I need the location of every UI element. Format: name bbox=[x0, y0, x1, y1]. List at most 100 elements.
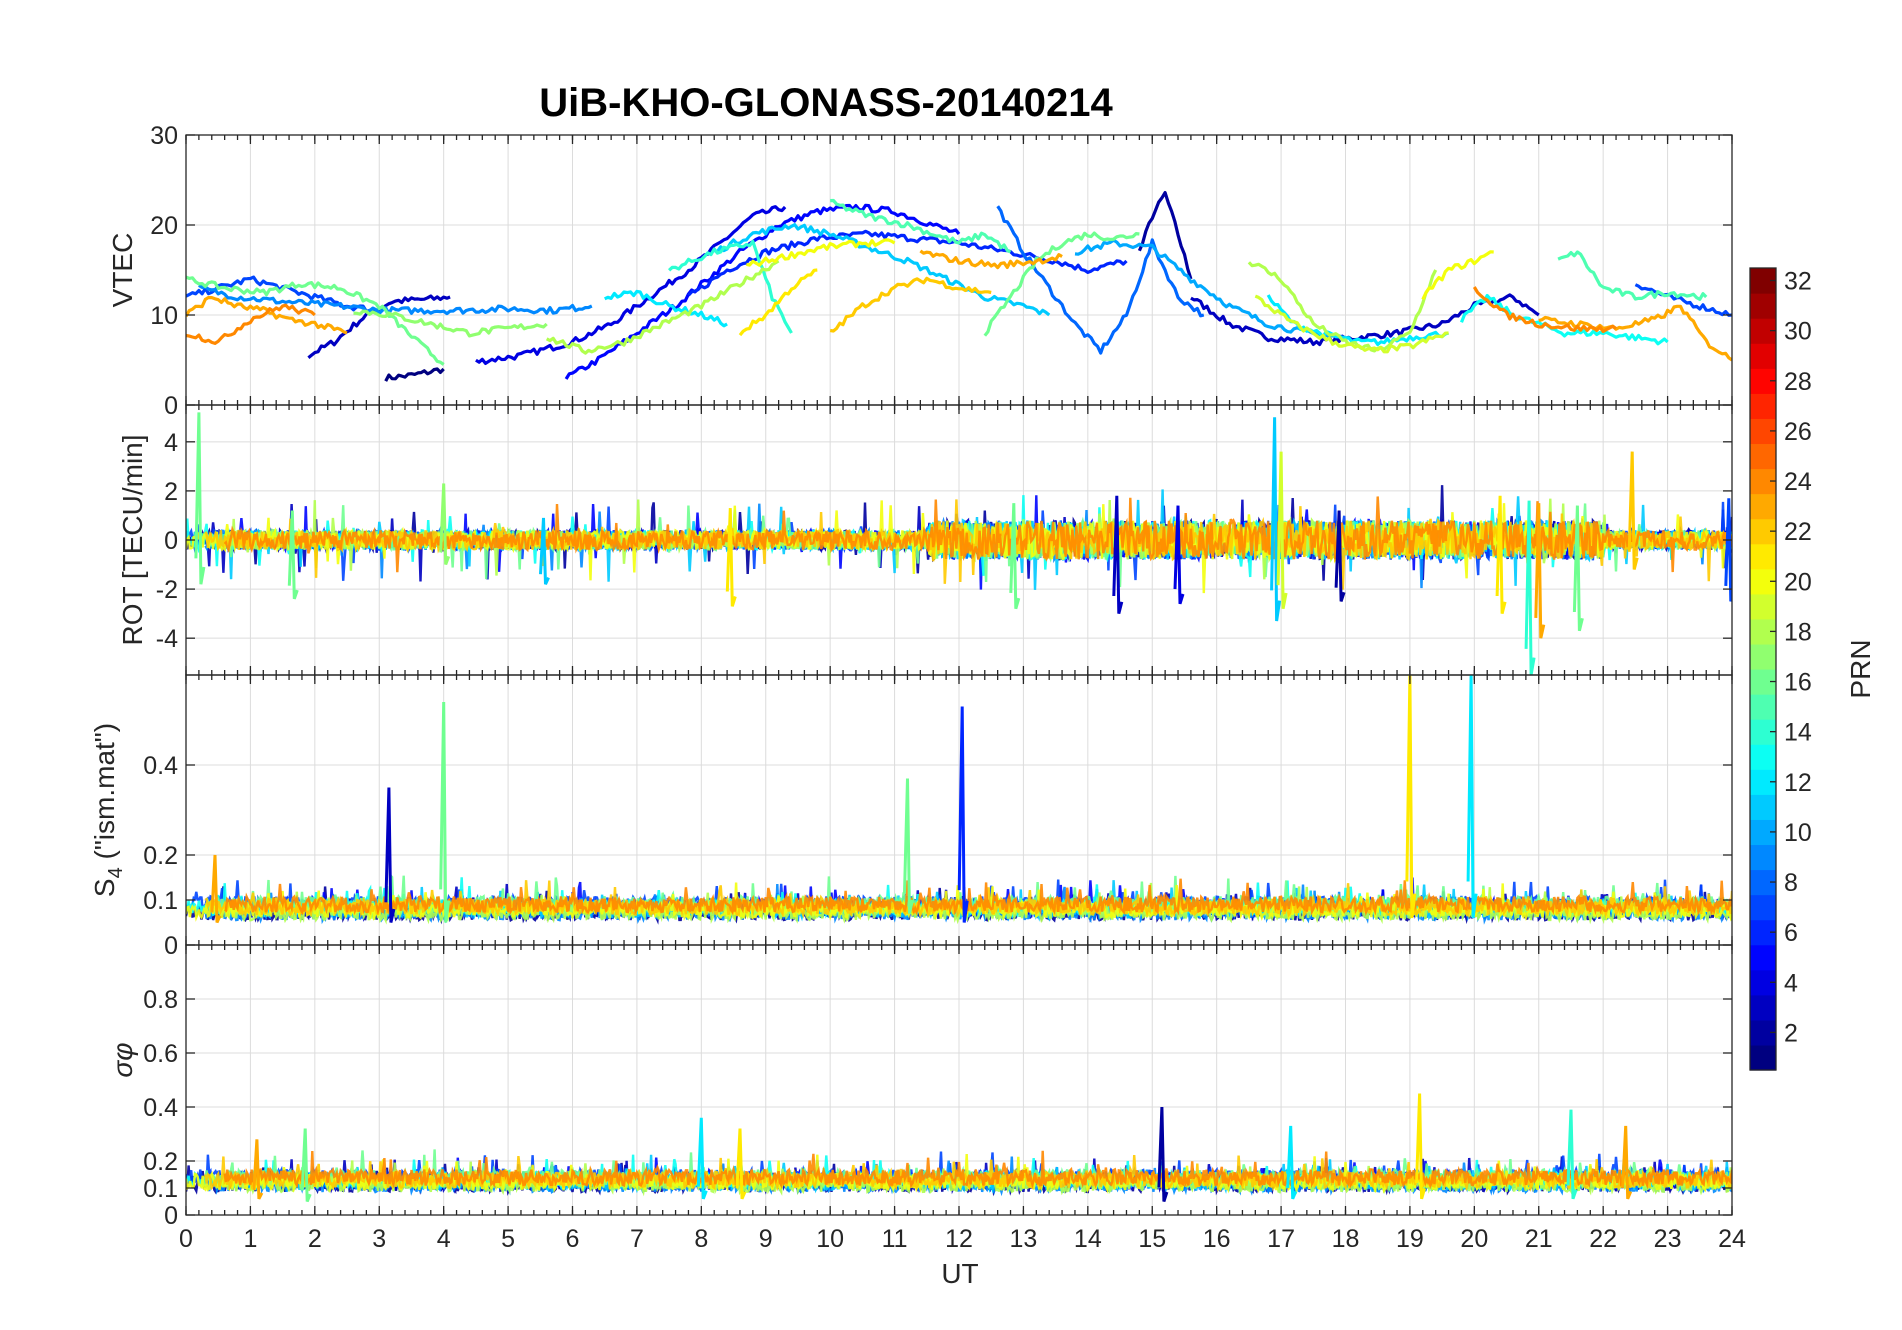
rot-spike-prn-16 bbox=[287, 510, 299, 600]
x-tick-label: 14 bbox=[1074, 1225, 1102, 1253]
vtec-series-prn-22 bbox=[829, 276, 992, 333]
x-tick-label: 0 bbox=[179, 1225, 193, 1253]
panel-s4: 0 0.1 0.2 0.4 S4 ("ism.mat") bbox=[89, 674, 1733, 960]
x-tick-label: 22 bbox=[1589, 1225, 1617, 1253]
x-tick-label: 12 bbox=[945, 1225, 973, 1253]
colorbar-segment bbox=[1750, 293, 1776, 319]
x-tick-label: 6 bbox=[566, 1225, 580, 1253]
y-tick-label: 0.8 bbox=[143, 986, 178, 1014]
colorbar-tick-label: 10 bbox=[1784, 819, 1812, 847]
colorbar-tick-label: 24 bbox=[1784, 468, 1812, 496]
colorbar-tick-label: 4 bbox=[1784, 969, 1798, 997]
y-tick-label: -2 bbox=[156, 576, 178, 604]
x-tick-label: 8 bbox=[694, 1225, 708, 1253]
y-tick-label: 0.4 bbox=[143, 752, 178, 780]
x-tick-label: 7 bbox=[630, 1225, 644, 1253]
rot-spike-prn-4 bbox=[1173, 505, 1185, 605]
y-tick-label: 2 bbox=[164, 478, 178, 506]
series-sigma_phi bbox=[186, 1093, 1732, 1203]
vtec-series-prn-16 bbox=[186, 275, 445, 366]
colorbar-segment bbox=[1750, 343, 1776, 369]
x-tick-label: 19 bbox=[1396, 1225, 1424, 1253]
s4-spike-prn-3 bbox=[384, 787, 396, 923]
colorbar-segment bbox=[1750, 894, 1776, 921]
y-axis-label-vtec: VTEC bbox=[107, 233, 138, 308]
vtec-series-prn-10 bbox=[1074, 238, 1346, 340]
vtec-series-prn-8 bbox=[996, 205, 1205, 355]
vtec-series-prn-4 bbox=[475, 205, 787, 365]
vtec-series-prn-24 bbox=[1472, 286, 1617, 334]
vtec-series-prn-20 bbox=[1421, 250, 1494, 301]
series-vtec bbox=[186, 191, 1732, 382]
s4-spike-prn-21 bbox=[1405, 675, 1417, 919]
y-label-rest: ("ism.mat") bbox=[89, 723, 120, 867]
colorbar-tick-label: 6 bbox=[1784, 919, 1798, 947]
colorbar-segment bbox=[1750, 794, 1776, 820]
colorbar-tick-label: 28 bbox=[1784, 368, 1812, 396]
s4-trace-prn-24 bbox=[224, 878, 1732, 917]
y-tick-label: 0 bbox=[164, 932, 178, 960]
y-tick-label: 0.2 bbox=[143, 842, 178, 870]
sigma_phi-spike-prn-23 bbox=[252, 1139, 264, 1200]
colorbar-segment bbox=[1750, 493, 1776, 520]
rot-spike-prn-7 bbox=[1724, 498, 1732, 602]
vtec-series-prn-6 bbox=[687, 229, 1128, 297]
vtec-series-prn-2 bbox=[1137, 191, 1193, 280]
colorbar-segment bbox=[1750, 844, 1776, 871]
panel-vtec: 0 10 20 30 VTEC bbox=[107, 122, 1733, 420]
vtec-series-prn-23 bbox=[1538, 304, 1732, 362]
rot-spike-prn-22 bbox=[1627, 451, 1639, 570]
rot-spike-prn-3 bbox=[1112, 495, 1124, 614]
vtec-series-prn-3 bbox=[1190, 293, 1540, 347]
panel-sigma_phi: 0 1 2 3 4 5 6 7 8 9 10 11 12 13 14 15 16 17 18 19 20 21 22 23 24… bbox=[107, 944, 1746, 1253]
series-rot bbox=[186, 412, 1732, 675]
y-label-subscript: 4 bbox=[105, 867, 127, 878]
vtec-series-prn-23 bbox=[186, 295, 348, 335]
vtec-series-prn-20 bbox=[746, 238, 896, 267]
x-tick-label: 24 bbox=[1718, 1225, 1746, 1253]
rot-spike-prn-11 bbox=[539, 517, 550, 585]
colorbar-tick-label: 18 bbox=[1784, 618, 1812, 646]
sigma_phi-spike-prn-12 bbox=[1286, 1125, 1298, 1200]
rot-trace-prn-24 bbox=[223, 496, 1732, 573]
vtec-series-prn-9 bbox=[198, 284, 593, 316]
colorbar-tick-label: 14 bbox=[1784, 719, 1812, 747]
colorbar-segment bbox=[1750, 1044, 1776, 1071]
vtec-series-prn-18 bbox=[545, 259, 780, 355]
x-tick-label: 9 bbox=[759, 1225, 773, 1253]
sigma_phi-spike-prn-23 bbox=[1621, 1125, 1633, 1200]
s4-spike-prn-6 bbox=[957, 706, 969, 923]
colorbar-frame bbox=[1749, 267, 1777, 1071]
colorbar-segment bbox=[1750, 543, 1776, 570]
x-tick-label: 16 bbox=[1203, 1225, 1231, 1253]
colorbar-label: PRN bbox=[1845, 639, 1876, 698]
vtec-series-prn-16 bbox=[983, 231, 1140, 337]
rot-spike-prn-14 bbox=[1524, 500, 1536, 675]
y-tick-label: 0 bbox=[164, 527, 178, 555]
y-tick-label: 0 bbox=[164, 392, 178, 420]
colorbar-segment bbox=[1750, 443, 1776, 470]
y-tick-label: 0.6 bbox=[143, 1040, 178, 1068]
rot-spike-prn-19 bbox=[1276, 451, 1288, 609]
y-tick-label: 0.4 bbox=[143, 1094, 178, 1122]
s4-spike-prn-16 bbox=[903, 778, 914, 914]
colorbar-tick-label: 22 bbox=[1784, 518, 1812, 546]
rot-spike-prn-11 bbox=[1270, 417, 1282, 622]
vtec-series-prn-17 bbox=[353, 309, 548, 338]
vtec-series-prn-13 bbox=[1460, 293, 1669, 346]
vtec-series-prn-21 bbox=[738, 268, 818, 337]
vtec-series-prn-5 bbox=[564, 203, 961, 380]
y-tick-label: 0.1 bbox=[143, 1175, 178, 1203]
vtec-series-prn-18 bbox=[1247, 261, 1438, 353]
y-tick-label: 10 bbox=[150, 302, 178, 330]
sigma_phi-spike-prn-14 bbox=[1566, 1109, 1578, 1200]
colorbar-segment bbox=[1750, 944, 1776, 971]
colorbar-segment bbox=[1750, 994, 1776, 1021]
x-tick-label: 23 bbox=[1654, 1225, 1682, 1253]
chart-title: UiB-KHO-GLONASS-20140214 bbox=[539, 81, 1113, 125]
x-tick-label: 18 bbox=[1332, 1225, 1360, 1253]
vtec-series-prn-15 bbox=[1557, 250, 1708, 301]
vtec-series-prn-19 bbox=[1254, 294, 1449, 354]
